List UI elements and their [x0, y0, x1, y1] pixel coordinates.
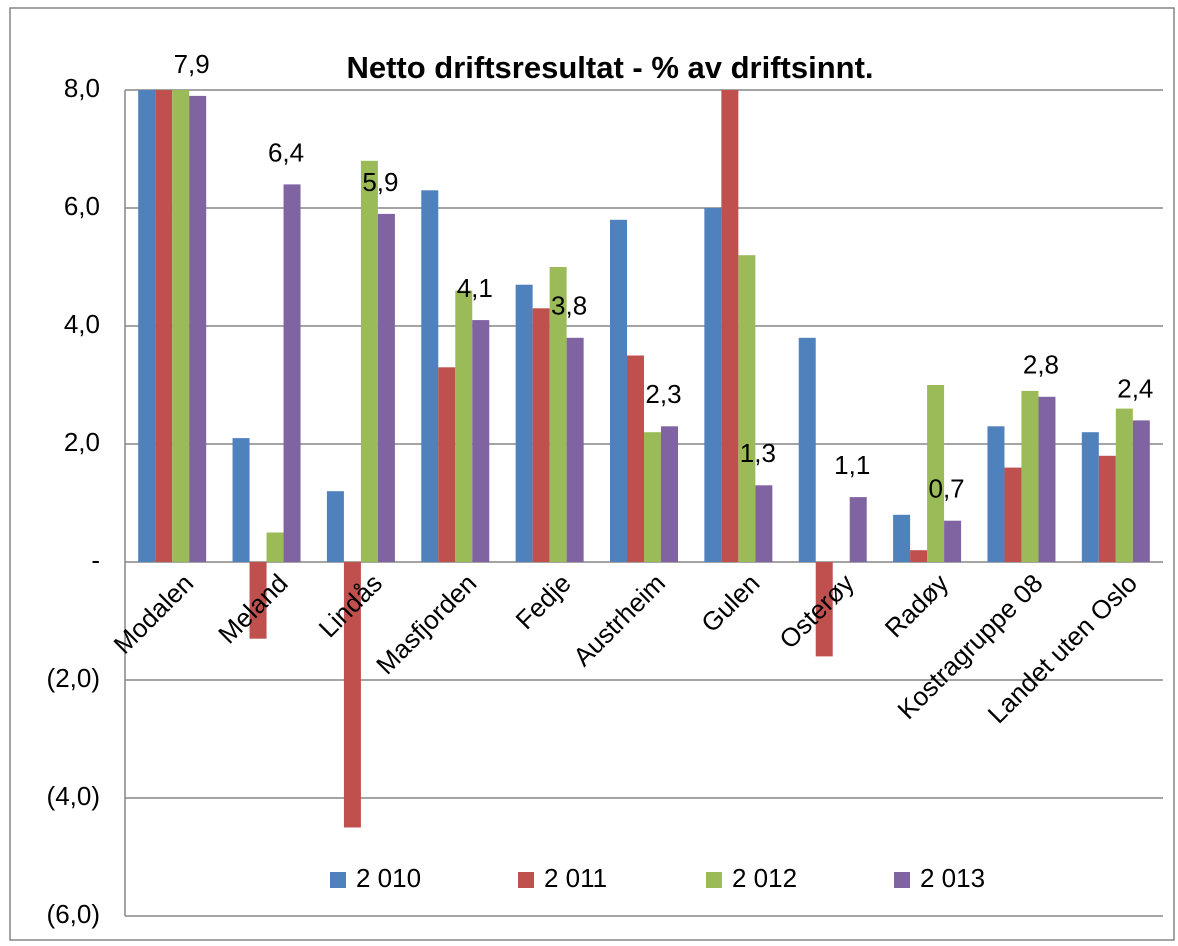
bar — [360, 160, 378, 563]
bar — [138, 90, 156, 562]
bar — [155, 90, 173, 562]
y-tick-label: - — [91, 545, 100, 575]
bars — [138, 90, 1150, 828]
data-label: 6,4 — [268, 137, 304, 167]
bar — [549, 267, 567, 562]
bar — [326, 491, 344, 562]
bar — [738, 255, 756, 562]
bar — [343, 562, 361, 828]
bar — [927, 385, 945, 562]
bar — [987, 426, 1005, 562]
bar — [627, 355, 644, 562]
bar — [610, 219, 627, 563]
bar — [472, 320, 490, 562]
bar — [515, 284, 533, 562]
data-label: 2,8 — [1023, 350, 1059, 380]
data-label: 2,3 — [645, 379, 681, 409]
bar — [1038, 396, 1056, 562]
bar — [755, 485, 773, 562]
bar — [249, 562, 267, 639]
bar — [849, 497, 867, 562]
bar — [421, 190, 439, 563]
bar — [232, 438, 250, 562]
bar — [721, 90, 739, 562]
bar — [455, 290, 473, 562]
y-tick-label: 6,0 — [64, 191, 100, 221]
bar — [1115, 408, 1133, 562]
legend-swatch — [518, 872, 534, 888]
data-label: 0,7 — [929, 474, 965, 504]
bar — [661, 426, 678, 562]
bar — [704, 208, 722, 562]
data-label: 2,4 — [1117, 373, 1153, 403]
bar — [377, 213, 395, 562]
data-label: 7,9 — [174, 49, 210, 79]
data-label: 1,3 — [740, 438, 776, 468]
legend-swatch — [330, 872, 346, 888]
bar — [266, 532, 284, 562]
legend-label: 2 010 — [356, 863, 421, 893]
bar — [944, 520, 962, 562]
y-tick-label: 8,0 — [64, 73, 100, 103]
chart-title: Netto driftsresultat - % av driftsinnt. — [346, 50, 873, 85]
y-tick-label: 4,0 — [64, 309, 100, 339]
bar — [172, 90, 190, 562]
bar — [644, 432, 661, 562]
legend-label: 2 013 — [920, 863, 985, 893]
data-label: 1,1 — [834, 450, 870, 480]
legend-label: 2 012 — [732, 863, 797, 893]
bar — [438, 367, 456, 562]
bar — [283, 184, 301, 562]
bar — [815, 562, 833, 657]
bar — [1132, 420, 1150, 562]
data-label: 4,1 — [457, 273, 493, 303]
y-tick-label: (2,0) — [47, 663, 100, 693]
y-tick-label: (4,0) — [47, 781, 100, 811]
bar — [1004, 467, 1022, 562]
bar — [566, 337, 584, 562]
legend-label: 2 011 — [544, 863, 607, 893]
bar — [798, 337, 816, 562]
data-label: 5,9 — [362, 167, 398, 197]
bar — [1098, 455, 1116, 562]
y-tick-label: 2,0 — [64, 427, 100, 457]
bar — [1081, 432, 1099, 562]
bar — [1021, 390, 1039, 562]
bar — [189, 95, 207, 563]
bar — [910, 550, 928, 562]
data-label: 3,8 — [551, 291, 587, 321]
legend-swatch — [706, 872, 722, 888]
bar — [893, 514, 911, 562]
legend-swatch — [894, 872, 910, 888]
bar — [532, 308, 550, 562]
y-tick-label: (6,0) — [47, 899, 100, 929]
